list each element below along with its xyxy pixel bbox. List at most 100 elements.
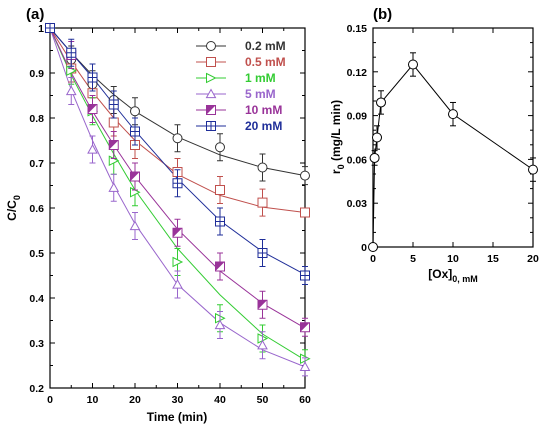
a-legend-label-3: 5 mM: [245, 87, 276, 101]
a-point-5-5: [172, 178, 183, 189]
a-ytick-label: 0.6: [29, 203, 44, 215]
a-point-4-5-fill: [173, 228, 182, 238]
b-point-6: [528, 164, 538, 175]
b-xtick-label: 0: [370, 253, 376, 265]
chart-a: 0.20.30.40.50.60.70.80.91 0 10 20 30 40 50 60 …: [5, 22, 311, 424]
b-point-3: [376, 97, 386, 108]
b-series-line-0: [372, 63, 534, 248]
a-point-5-0: [45, 23, 55, 33]
a-ytick-label: 0.7: [29, 158, 44, 170]
a-legend-marker-2: [206, 72, 217, 84]
a-point-0-5: [172, 133, 183, 144]
chart-b-yticks: 0 0.03 0.06 0.09 0.12 0.15: [347, 23, 533, 254]
a-ytick-label: 0.5: [29, 248, 44, 260]
a-legend-label-0: 0.2 mM: [245, 39, 286, 53]
a-point-5-3: [108, 99, 119, 110]
a-point-4-5: [172, 227, 183, 238]
a-legend-label-1: 0.5 mM: [245, 55, 286, 69]
chart-a-x-axis-label: Time (min): [147, 410, 207, 424]
b-ytick-label: 0.06: [347, 154, 368, 166]
b-ytick-label: 0.12: [347, 67, 368, 79]
a-ytick-label: 0.4: [29, 293, 44, 305]
a-point-5-1: [66, 47, 77, 58]
a-point-3-5: [172, 278, 183, 289]
a-point-4-6-fill: [215, 262, 225, 271]
a-point-3-7: [257, 339, 268, 350]
b-point-4: [408, 59, 418, 70]
chart-b: 0 0.03 0.06 0.09 0.12 0.15 0 5 10 15 20 [Ox]0, mM…: [329, 23, 539, 284]
a-point-0-8: [300, 170, 310, 181]
a-legend-label-4: 10 mM: [245, 103, 282, 117]
a-point-0-6: [215, 142, 225, 153]
chart-b-y-axis-label-rest: (mg/L min): [329, 100, 343, 164]
chart-b-xticks: 0 5 10 15 20: [370, 28, 539, 265]
b-xtick-label: 5: [410, 253, 416, 265]
a-point-4-8-fill: [300, 322, 310, 332]
a-point-5-7: [257, 248, 268, 258]
chart-a-legend: 0.2 mM 0.5 mM 1 mM 5 mM 10 mM 20 mM: [196, 39, 286, 133]
a-point-4-7-fill: [258, 300, 267, 310]
a-ytick-label: 0.8: [29, 113, 44, 125]
b-point-0: [368, 242, 378, 252]
a-legend-marker-4: [206, 105, 216, 115]
chart-b-x-axis-label-sub: 0, mM: [452, 274, 478, 284]
a-point-2-5: [172, 256, 184, 268]
chart-a-yticks: 0.2 0.3 0.4 0.5 0.6 0.7 0.8 0.9 1: [29, 23, 305, 395]
a-point-1-8: [300, 207, 310, 218]
a-point-4-4-fill: [130, 172, 140, 181]
a-point-4-2-fill: [88, 104, 97, 114]
a-ytick-label: 1: [38, 23, 44, 35]
a-point-5-4: [130, 126, 140, 137]
b-xtick-label: 20: [527, 253, 539, 265]
a-legend-marker-5: [206, 121, 216, 131]
a-point-1-6: [215, 185, 225, 195]
chart-b-x-axis-label-main: [Ox]: [428, 267, 452, 281]
panel-b-label: (b): [373, 6, 392, 23]
a-legend-label-5: 20 mM: [245, 119, 282, 133]
a-ytick-label: 0.2: [29, 383, 44, 395]
a-xtick-label: 0: [47, 394, 53, 406]
a-point-3-1: [65, 85, 77, 96]
a-xtick-label: 40: [214, 394, 226, 406]
a-point-4-2: [87, 104, 98, 114]
chart-b-y-axis-label-sub: 0: [336, 164, 346, 169]
a-legend-marker-4-fill: [206, 105, 216, 115]
b-point-2: [372, 132, 382, 143]
a-point-4-6: [215, 261, 225, 272]
a-ytick-label: 0.9: [29, 68, 44, 80]
chart-a-points: [44, 22, 311, 377]
a-xtick-label: 30: [172, 394, 184, 406]
a-point-3-6: [214, 319, 226, 330]
a-legend-marker-3: [205, 88, 217, 99]
a-point-3-3: [108, 182, 120, 192]
a-legend-label-2: 1 mM: [245, 71, 276, 85]
b-ytick-label: 0: [361, 242, 367, 254]
a-point-3-4: [129, 220, 141, 231]
chart-a-y-axis-label-main: C/C: [5, 200, 19, 221]
a-point-1-7: [257, 197, 268, 208]
chart-b-plot-area: [372, 27, 534, 248]
a-legend-marker-0: [206, 41, 216, 51]
a-point-5-8: [300, 270, 310, 281]
a-xtick-label: 50: [257, 394, 269, 406]
b-xtick-label: 15: [487, 253, 499, 265]
a-point-5-6: [215, 216, 225, 227]
chart-a-y-axis-label-sub: 0: [12, 195, 22, 200]
chart-b-y-axis-label-main: r: [329, 169, 343, 174]
chart-b-series: [368, 52, 538, 252]
a-point-4-4: [130, 171, 140, 182]
a-ytick-label: 0.3: [29, 338, 44, 350]
chart-b-y-axis-label: r0 (mg/L min): [329, 100, 346, 174]
a-point-4-3: [108, 140, 119, 150]
a-legend-marker-1: [206, 57, 216, 67]
a-point-3-8: [299, 361, 311, 371]
a-point-4-8: [300, 322, 310, 333]
b-xtick-label: 10: [447, 253, 459, 265]
b-point-5: [448, 109, 458, 120]
a-point-3-2: [87, 143, 98, 154]
a-xtick-label: 60: [299, 394, 311, 406]
b-ytick-label: 0.03: [347, 198, 368, 210]
a-point-4-7: [257, 299, 268, 310]
chart-a-y-axis-label: C/C0: [5, 195, 22, 221]
